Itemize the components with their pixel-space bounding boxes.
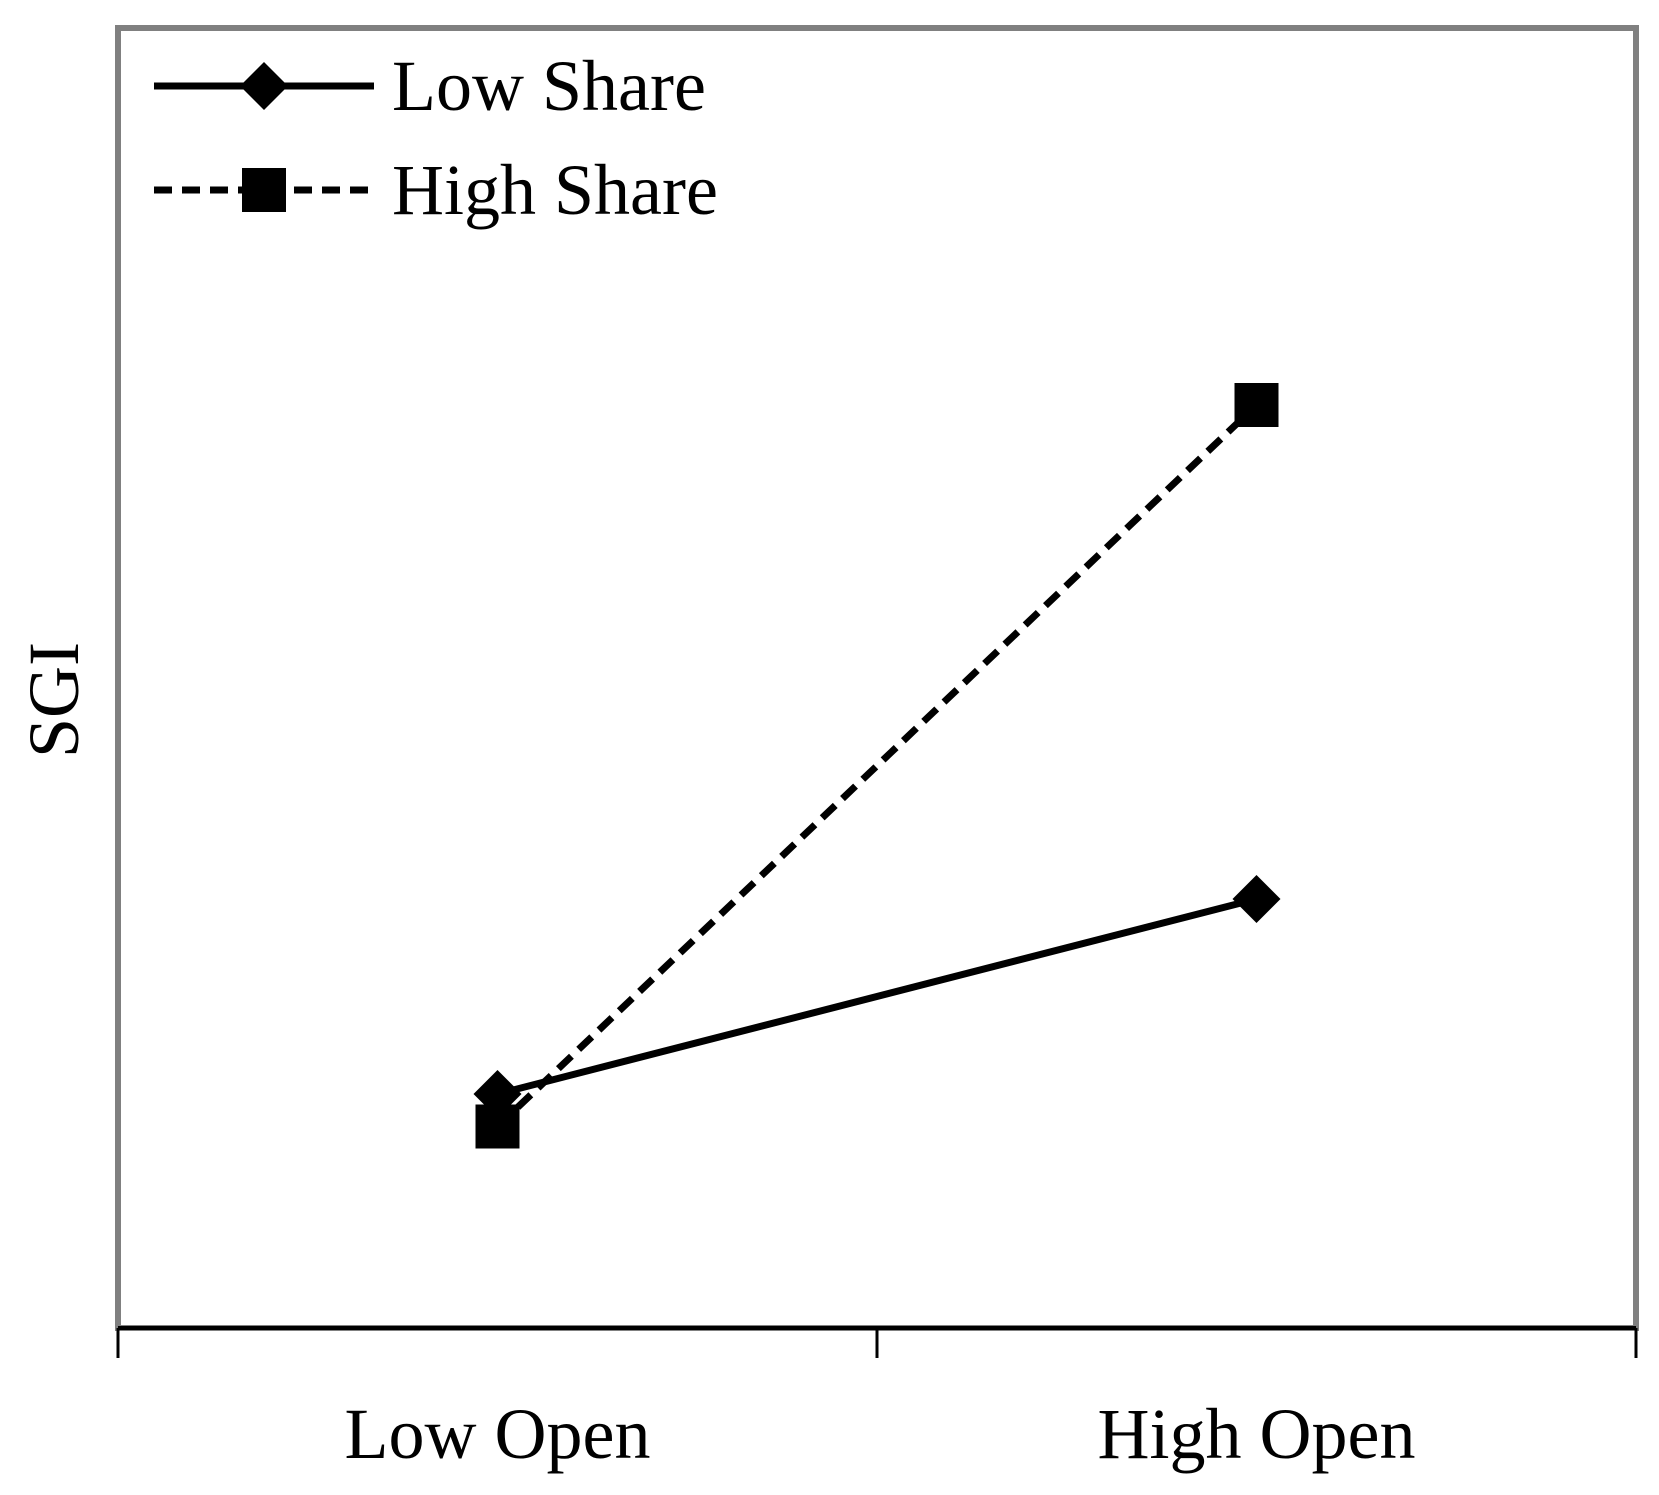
data-point-square xyxy=(242,168,286,212)
series-layer xyxy=(473,383,1281,1149)
series-line xyxy=(496,895,1258,1098)
series-line xyxy=(495,402,1259,1130)
series-markers xyxy=(475,383,1279,1149)
data-point-square xyxy=(1234,383,1279,427)
legend: Low Share High Share xyxy=(154,46,718,230)
data-point-diamond xyxy=(240,62,288,110)
legend-label: High Share xyxy=(392,150,718,230)
x-tick-marks xyxy=(116,1328,1638,1358)
data-point-square xyxy=(475,1104,520,1149)
x-tick-labels: Low Open High Open xyxy=(345,1394,1416,1474)
legend-item: High Share xyxy=(154,150,718,230)
x-tick-label: Low Open xyxy=(345,1394,651,1474)
legend-label: Low Share xyxy=(392,46,706,126)
legend-item: Low Share xyxy=(154,46,706,126)
series-low-share xyxy=(496,895,1258,1098)
data-point-diamond xyxy=(1232,875,1281,923)
x-tick-label: High Open xyxy=(1098,1394,1416,1474)
y-axis-label: SGI xyxy=(14,642,94,758)
plot-frame xyxy=(115,25,1639,1331)
series-high-share xyxy=(495,402,1259,1130)
